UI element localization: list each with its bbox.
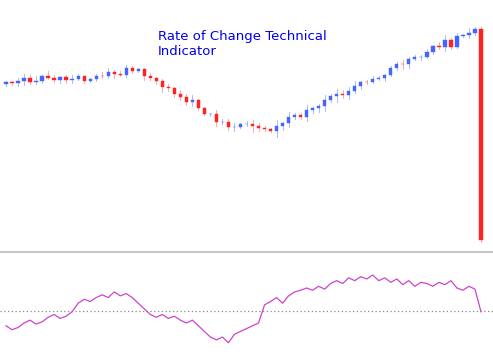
Bar [95, 76, 98, 79]
Bar [227, 121, 230, 127]
Bar [353, 86, 356, 91]
Bar [16, 81, 20, 83]
Bar [203, 108, 206, 114]
Bar [221, 121, 224, 122]
Bar [449, 40, 453, 47]
Bar [359, 82, 362, 86]
Bar [197, 100, 200, 108]
Bar [4, 82, 8, 84]
Bar [281, 123, 284, 126]
Bar [29, 78, 32, 82]
Bar [82, 76, 86, 81]
Bar [149, 76, 152, 78]
Bar [467, 33, 471, 35]
Bar [413, 57, 417, 59]
Bar [215, 114, 218, 122]
Bar [251, 124, 254, 126]
Bar [35, 81, 38, 82]
Bar [142, 69, 146, 76]
Bar [395, 64, 398, 68]
Bar [293, 115, 296, 116]
Bar [119, 74, 122, 75]
Bar [389, 68, 392, 75]
Bar [125, 68, 128, 75]
Bar [347, 91, 351, 95]
Bar [269, 130, 272, 131]
Bar [473, 29, 477, 33]
Bar [89, 79, 92, 81]
Bar [287, 116, 290, 123]
Bar [10, 82, 14, 83]
Bar [305, 109, 308, 117]
Bar [479, 29, 483, 240]
Bar [341, 94, 344, 95]
Bar [383, 75, 387, 78]
Bar [167, 87, 170, 88]
Bar [371, 79, 374, 82]
Bar [323, 100, 326, 106]
Bar [22, 78, 26, 81]
Bar [299, 115, 302, 117]
Bar [245, 124, 248, 125]
Bar [155, 78, 158, 81]
Bar [407, 59, 411, 64]
Bar [443, 40, 447, 47]
Bar [178, 94, 182, 97]
Bar [263, 128, 266, 130]
Bar [70, 79, 74, 80]
Bar [461, 35, 464, 36]
Bar [52, 78, 56, 80]
Bar [425, 52, 428, 57]
Bar [431, 46, 434, 52]
Bar [173, 88, 176, 94]
Bar [131, 68, 134, 70]
Bar [311, 108, 315, 109]
Bar [455, 36, 458, 47]
Text: Rate of Change Technical
Indicator: Rate of Change Technical Indicator [158, 30, 326, 58]
Bar [40, 76, 44, 81]
Bar [437, 46, 441, 47]
Bar [137, 69, 140, 70]
Bar [257, 126, 260, 128]
Bar [239, 125, 242, 127]
Bar [185, 97, 188, 102]
Bar [112, 73, 116, 74]
Bar [76, 76, 80, 79]
Bar [317, 106, 320, 108]
Bar [161, 81, 164, 87]
Bar [335, 94, 338, 96]
Bar [106, 73, 110, 76]
Bar [329, 96, 332, 100]
Bar [46, 76, 50, 78]
Bar [191, 100, 194, 102]
Bar [59, 77, 62, 80]
Bar [275, 126, 278, 131]
Bar [377, 78, 381, 79]
Bar [65, 77, 68, 80]
